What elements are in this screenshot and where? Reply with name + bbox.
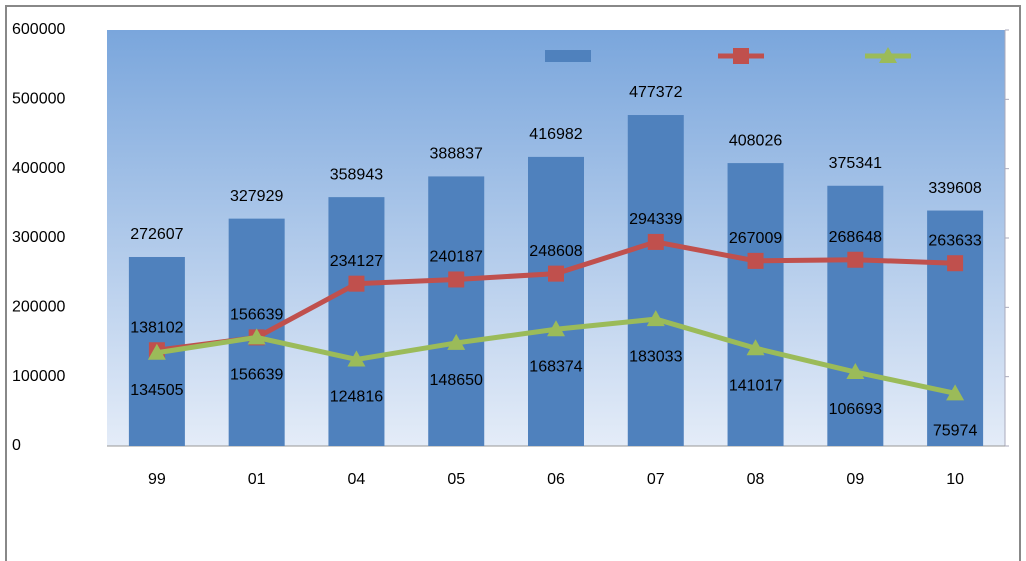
data-label: 408026 [729,132,782,149]
data-label: 477372 [629,84,682,101]
bar [827,185,884,446]
marker [646,310,665,327]
data-label: 416982 [529,126,582,143]
marker [347,350,366,367]
data-label: 106693 [829,401,882,418]
y-tick-label: 0 [12,437,21,454]
x-tick-label: 09 [846,471,864,488]
marker [448,271,465,288]
data-label: 294339 [629,211,682,228]
data-label: 240187 [430,249,483,266]
y-tick-label: 600000 [12,21,65,38]
marker [348,275,365,292]
marker [746,339,765,356]
data-label: 124816 [330,389,383,406]
x-tick-label: 08 [747,471,765,488]
x-tick-label: 06 [547,471,565,488]
data-label: 168374 [529,358,582,375]
data-label: 268648 [829,229,882,246]
data-label: 148650 [430,372,483,389]
x-tick-label: 05 [447,471,465,488]
data-label: 375341 [829,155,882,172]
bar [727,163,784,446]
data-label: 75974 [933,423,978,440]
legend-swatch [545,50,591,62]
data-label: 327929 [230,188,283,205]
data-label: 263633 [928,232,981,249]
marker [947,255,964,272]
marker [147,343,166,360]
data-label: 134505 [130,382,183,399]
bar [627,115,684,446]
x-tick-label: 01 [248,471,266,488]
data-label: 272607 [130,226,183,243]
x-tick-label: 07 [647,471,665,488]
marker [548,265,564,282]
y-tick-label: 200000 [12,299,65,316]
bar [328,197,385,446]
marker [846,363,865,380]
legend-marker [879,47,897,63]
data-label: 183033 [629,348,682,365]
data-label: 234127 [330,253,383,270]
data-label: 358943 [330,166,383,183]
marker [946,384,965,401]
data-label: 248608 [529,243,582,260]
y-tick-label: 100000 [12,368,65,385]
x-tick-label: 10 [946,471,964,488]
legend-marker [733,48,749,64]
data-label: 138102 [130,319,183,336]
marker [647,233,664,250]
y-tick-label: 400000 [12,160,65,177]
marker [747,252,764,269]
marker [547,320,565,337]
marker [447,333,466,350]
data-label: 267009 [729,230,782,247]
x-tick-label: 99 [148,471,166,488]
chart-frame [5,5,1021,561]
data-label: 156639 [230,367,283,384]
data-label: 339608 [928,180,981,197]
x-tick-label: 04 [348,471,366,488]
y-tick-label: 500000 [12,91,65,108]
marker [847,251,864,268]
bar [428,176,485,446]
data-label: 388837 [430,146,483,163]
bar [528,156,584,446]
data-label: 156639 [230,307,283,324]
bar [927,210,984,446]
data-label: 141017 [729,377,782,394]
marker [247,328,266,345]
y-tick-label: 300000 [12,229,65,246]
